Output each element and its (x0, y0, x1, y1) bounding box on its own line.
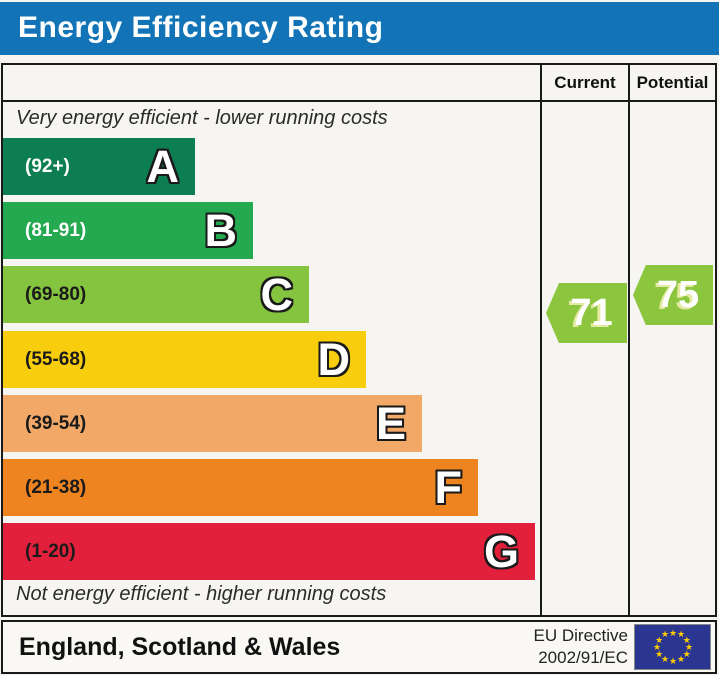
caption-very-efficient: Very energy efficient - lower running co… (16, 107, 388, 129)
eu-directive-line1: EU Directive (533, 626, 628, 645)
eu-flag-star: ★ (676, 653, 686, 664)
eu-flag-star: ★ (682, 634, 691, 645)
eu-flag-star: ★ (652, 641, 662, 652)
eu-flag-star: ★ (684, 641, 694, 652)
eu-flag-star: ★ (655, 648, 664, 659)
potential-column-divider (628, 65, 630, 615)
band-letter: G (483, 526, 519, 577)
column-header-current: Current (554, 73, 616, 92)
potential-rating-arrow: 75 (633, 265, 713, 325)
eu-directive-label: EU Directive 2002/91/EC (534, 625, 628, 669)
band-letter: A (146, 141, 180, 192)
eu-flag-star: ★ (668, 627, 678, 638)
band-letter: B (204, 205, 238, 256)
current-rating-value: 71 (570, 291, 613, 334)
band-row-c: (69-80) C (3, 266, 309, 323)
eu-directive-line2: 2002/91/EC (538, 648, 628, 667)
eu-flag-star: ★ (660, 629, 670, 640)
title-bar: Energy Efficiency Rating (0, 2, 719, 55)
band-letter: D (317, 334, 351, 385)
band-letter: C (260, 269, 294, 320)
eu-flag-star: ★ (676, 629, 686, 640)
current-rating-arrow: 71 (546, 283, 627, 343)
band-range-label: (21-38) (25, 476, 87, 498)
band-row-d: (55-68) D (3, 331, 366, 388)
band-range-label: (55-68) (25, 348, 87, 370)
caption-not-efficient: Not energy efficient - higher running co… (16, 583, 387, 605)
band-range-label: (39-54) (25, 412, 87, 434)
eu-flag-star: ★ (668, 655, 678, 666)
band-range-label: (81-91) (25, 219, 87, 241)
band-range-label: (69-80) (25, 283, 87, 305)
footer-bar: England, Scotland & Wales EU Directive 2… (1, 620, 717, 674)
current-column-divider (540, 65, 542, 615)
band-row-g: (1-20) G (3, 523, 535, 580)
band-row-a: (92+) A (3, 138, 195, 195)
band-range-label: (1-20) (25, 540, 76, 562)
column-header-potential: Potential (636, 73, 709, 92)
band-row-e: (39-54) E (3, 395, 422, 452)
eu-flag-star: ★ (660, 653, 670, 664)
band-letter: F (434, 462, 463, 513)
page-title: Energy Efficiency Rating (18, 11, 384, 44)
eu-flag-star: ★ (655, 634, 664, 645)
header-underline (3, 100, 715, 102)
eu-flag-icon: ★ ★ ★ ★ ★ ★ ★ ★ ★ ★ ★ ★ (634, 624, 711, 670)
rating-table: Current Potential Very energy efficient … (1, 63, 717, 617)
eu-flag-star: ★ (682, 648, 691, 659)
band-row-f: (21-38) F (3, 459, 478, 516)
band-letter: E (375, 398, 406, 449)
footer-region-label: England, Scotland & Wales (19, 633, 341, 661)
band-range-label: (92+) (25, 155, 70, 177)
band-row-b: (81-91) B (3, 202, 253, 259)
potential-rating-value: 75 (656, 273, 700, 316)
